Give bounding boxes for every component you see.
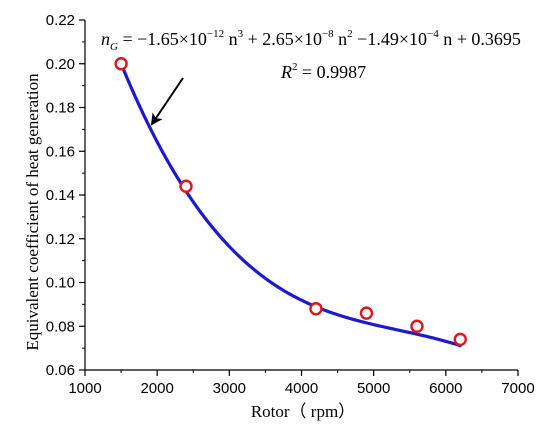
x-tick-label: 2000 [140,380,173,397]
equation-lhs-sub: G [110,41,118,53]
r2-superscript: 2 [292,61,298,73]
y-tick-label: 0.06 [46,362,75,379]
y-tick-label: 0.22 [46,12,75,29]
data-point [410,319,424,333]
x-tick-label: 1000 [68,380,101,397]
x-tick-label: 4000 [285,380,318,397]
equation-term: n [224,29,238,49]
equation-superscript: 2 [347,28,353,40]
data-point [359,306,374,320]
ticks: 1000 2000 3000 4000 5000 6000 7000 0.06 0.08 0.10… [46,12,535,397]
annotation-arrow [150,77,184,126]
fit-equation: nG = −1.65×10−12 n3 + 2.65×10−8 n2 −1.49… [101,28,521,53]
y-tick-label: 0.14 [46,187,75,204]
equation-term: n [334,29,348,49]
data-points [114,57,467,347]
r-squared-label: R2 = 0.9987 [280,61,366,82]
x-tick-label: 3000 [213,380,246,397]
y-tick-label: 0.18 [46,100,75,117]
equation-lhs: n [101,29,110,49]
data-point [179,179,193,193]
data-point [114,57,128,71]
x-tick-label: 7000 [501,380,534,397]
equation-superscript: −12 [207,28,224,40]
fit-curve [119,62,462,348]
x-tick-label: 6000 [429,380,462,397]
y-tick-label: 0.10 [46,275,75,292]
fit-curve-group [119,62,462,348]
equation-term: −1.49×10 [353,29,427,49]
data-point [309,302,323,316]
y-tick-label: 0.08 [46,318,75,335]
y-tick-label: 0.16 [46,143,75,160]
x-axis-label: Rotor（ rpm） [251,402,355,421]
y-tick-label: 0.20 [46,56,75,73]
equation-term: = −1.65×10 [118,29,207,49]
y-tick-label: 0.12 [46,231,75,248]
equation-term: + 2.65×10 [243,29,322,49]
equation-superscript: −8 [322,28,334,40]
x-tick-label: 5000 [357,380,390,397]
equation-superscript: −4 [427,28,439,40]
r2-symbol: R [280,62,292,82]
r2-value: = 0.9987 [298,62,367,82]
equation-term: n + 0.3695 [439,29,521,49]
data-point [453,332,467,347]
equation-superscript: 3 [238,28,244,40]
y-axis-label: Equivalent coefficient of heat generatio… [23,73,42,351]
